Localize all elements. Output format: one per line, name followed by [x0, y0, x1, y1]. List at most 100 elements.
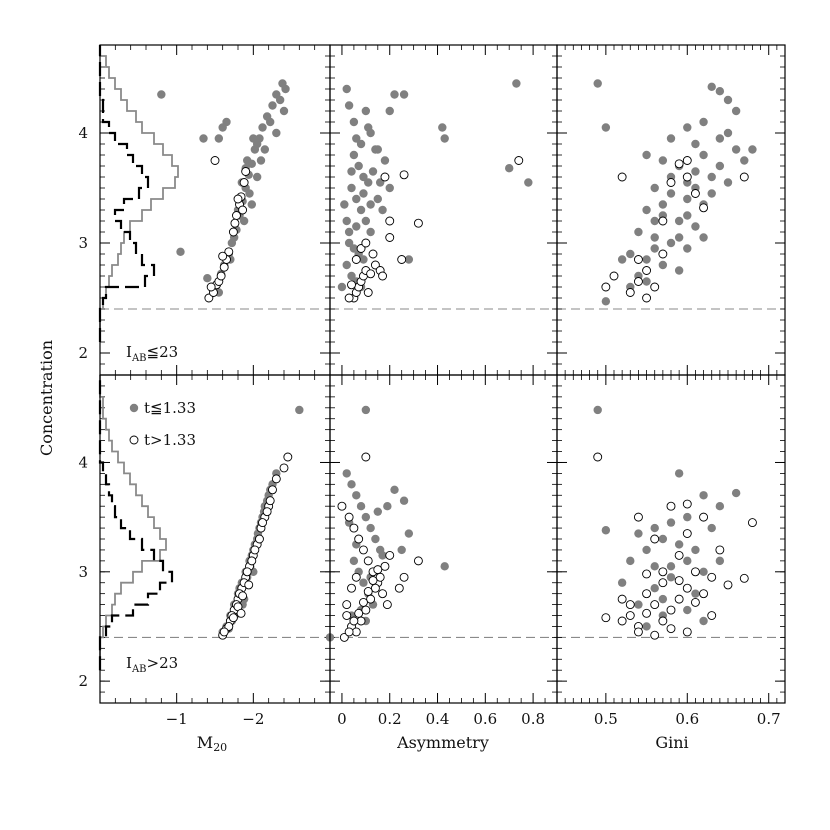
bottom-Gini-point-open	[674, 576, 684, 585]
top-M20-point-open	[224, 247, 234, 257]
y-axis-label: Concentration	[37, 340, 56, 456]
bottom-Gini-point-filled	[731, 488, 741, 498]
top-M20-point-filled	[266, 117, 275, 127]
top-Asymmetry-point-filled	[440, 134, 449, 143]
bottom-M20-point-open	[265, 496, 275, 506]
top-Asymmetry-point-open	[347, 280, 356, 290]
bottom-Gini-point-filled	[699, 567, 708, 576]
bottom-Asymmetry-point-filled	[390, 485, 399, 494]
top-Gini-point-filled	[617, 255, 627, 264]
top-Asymmetry-point-filled	[380, 156, 390, 165]
top-M20-point-filled	[176, 247, 185, 256]
bottom-Gini-point-filled	[715, 556, 725, 566]
bottom-Asymmetry-point-open	[344, 627, 354, 637]
top-Gini-point-open	[633, 277, 643, 286]
bottom-M20-point-filled	[295, 405, 304, 415]
top-histogram-grey	[99, 45, 179, 342]
top-Gini-point-filled	[683, 244, 692, 253]
bottom-Gini-point-open	[715, 545, 725, 555]
top-M20-point-filled	[258, 123, 267, 132]
top-Gini-point-filled	[723, 128, 733, 138]
top-Gini-point-open	[739, 172, 749, 182]
bottom-Asymmetry-point-open	[413, 556, 423, 566]
bottom-Asymmetry-point-filled	[397, 545, 406, 555]
top-Gini-point-filled	[707, 82, 716, 92]
bottom-Gini-point-open	[690, 567, 700, 577]
top-M20-point-open	[238, 205, 248, 215]
x-axis-label-gini: Gini	[655, 733, 688, 752]
legend-open-label: t>1.33	[144, 431, 196, 449]
bottom-Gini-point-filled	[634, 529, 643, 538]
bottom-Gini-point-open	[617, 616, 627, 626]
bottom-Asymmetry-xtick-label: 0	[337, 710, 347, 728]
bottom-Gini-point-open	[658, 616, 668, 626]
bottom-Asymmetry-point-open	[363, 587, 373, 596]
top-M20-point-open	[210, 156, 220, 165]
top-Asymmetry-point-filled	[390, 90, 399, 99]
top-Gini-point-filled	[650, 183, 659, 193]
top-Gini-point-filled	[601, 297, 611, 306]
bottom-Gini-point-open	[642, 589, 652, 599]
bottom-M20-xtick-label: −2	[242, 710, 264, 728]
bottom-Gini-point-filled	[666, 518, 676, 527]
bottom-M20-point-open	[258, 518, 267, 528]
bottom-Asymmetry-xtick-label: 0.4	[426, 710, 450, 728]
bottom-Gini-point-open	[625, 600, 635, 610]
top-Asymmetry-point-open	[344, 293, 354, 303]
bottom-Gini-point-filled	[642, 622, 651, 631]
bottom-Asymmetry-point-open	[337, 501, 347, 511]
top-Asymmetry-point-filled	[349, 244, 359, 253]
top-Asymmetry-point-filled	[340, 200, 349, 209]
top-Gini-point-filled	[707, 189, 716, 198]
bottom-M20-point-open	[283, 452, 293, 462]
top-Gini-point-filled	[715, 161, 725, 171]
top-Gini-point-open	[642, 266, 652, 275]
bottom-Asymmetry-point-filled	[373, 507, 382, 516]
top-Gini-point-open	[625, 288, 635, 297]
top-M20-point-open	[218, 251, 228, 261]
bottom-Gini-point-filled	[683, 512, 692, 522]
bottom-Asymmetry-point-filled	[399, 496, 409, 505]
top-M20-point-open	[241, 167, 251, 176]
bottom-Gini-point-open	[625, 611, 635, 620]
bottom-Gini-point-open	[747, 518, 757, 528]
top-Gini-point-filled	[674, 266, 684, 275]
bottom-Gini-point-open	[633, 627, 643, 637]
bottom-Gini-point-open	[642, 608, 652, 618]
bottom-Asymmetry-point-open	[354, 608, 364, 618]
bottom-Gini-point-open	[658, 567, 668, 577]
bottom-M20-point-open	[262, 507, 272, 517]
top-Gini-point-open	[650, 282, 660, 292]
top-Gini-point-filled	[731, 106, 741, 116]
top-M20-point-filled	[243, 156, 252, 165]
top-Asymmetry-point-filled	[344, 238, 354, 248]
top-M20-point-filled	[203, 274, 212, 283]
bottom-Asymmetry-point-open	[399, 572, 409, 582]
bottom-Asymmetry-point-open	[382, 600, 392, 610]
row-label-bottom-rel: >23	[147, 654, 179, 672]
top-Asymmetry-point-filled	[373, 194, 382, 204]
top-Asymmetry-point-open	[363, 288, 373, 297]
plot-layer: 2 3 4 2 3 4 −1 −2 0 0.2 0.4 0.6 0.8 0.5 0.6 0.7	[78, 44, 786, 728]
bottom-Gini-point-filled	[674, 540, 684, 549]
top-Asymmetry-point-filled	[356, 139, 366, 149]
top-Asymmetry-point-open	[413, 218, 423, 228]
bottom-histogram-grey	[99, 375, 167, 671]
top-Asymmetry-point-open	[368, 249, 378, 259]
bottom-Gini-point-open	[658, 578, 668, 588]
bottom-M20-point-open	[255, 534, 264, 544]
top-Asymmetry-point-open	[356, 244, 366, 253]
top-Asymmetry-point-open	[351, 255, 361, 264]
top-M20-point-filled	[245, 189, 254, 198]
top-Gini-point-filled	[666, 134, 676, 143]
top-Gini-point-filled	[666, 189, 676, 198]
top-Gini-point-filled	[674, 216, 684, 226]
bottom-Asymmetry-point-filled	[347, 480, 356, 489]
top-Gini-point-filled	[691, 139, 700, 149]
top-Gini-point-filled	[634, 227, 643, 237]
bottom-Gini-point-open	[642, 569, 652, 579]
bottom-Asymmetry-xtick-label: 0.2	[378, 710, 402, 728]
top-Asymmetry-point-filled	[366, 227, 375, 237]
top-M20-point-filled	[275, 95, 285, 105]
